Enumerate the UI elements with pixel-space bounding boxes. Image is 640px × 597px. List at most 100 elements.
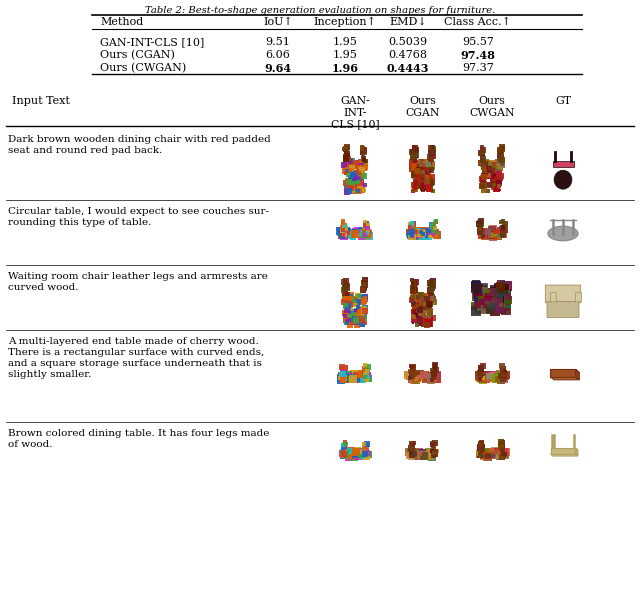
Point	[339, 289, 349, 298]
Point	[346, 318, 356, 327]
Point	[351, 296, 362, 306]
Point	[348, 373, 358, 382]
Point	[359, 284, 369, 293]
Point	[421, 293, 431, 302]
Point	[493, 451, 504, 461]
Point	[416, 315, 426, 325]
Point	[360, 180, 370, 190]
Point	[474, 304, 484, 314]
Point	[410, 449, 420, 458]
Point	[474, 451, 484, 460]
Point	[428, 441, 438, 450]
Point	[411, 447, 421, 457]
Point	[419, 300, 429, 309]
Point	[487, 160, 497, 170]
Point	[339, 291, 349, 300]
Point	[422, 226, 432, 236]
Point	[353, 179, 364, 189]
Point	[359, 297, 369, 307]
Point	[477, 362, 488, 372]
Point	[410, 449, 420, 458]
Point	[423, 294, 433, 303]
Point	[353, 302, 363, 312]
Point	[496, 149, 506, 159]
Point	[342, 370, 353, 380]
Point	[360, 292, 371, 301]
Point	[340, 283, 350, 293]
Point	[428, 368, 438, 378]
Point	[406, 447, 417, 457]
Point	[488, 161, 498, 171]
Point	[480, 302, 490, 312]
Point	[413, 167, 423, 177]
Point	[405, 450, 415, 459]
Point	[479, 282, 489, 292]
Point	[481, 168, 492, 177]
Point	[428, 220, 438, 230]
Point	[353, 227, 363, 237]
Point	[490, 229, 500, 239]
Point	[346, 185, 356, 195]
Point	[342, 157, 353, 167]
Point	[412, 226, 422, 236]
Point	[341, 297, 351, 306]
Point	[477, 370, 487, 379]
Point	[348, 291, 358, 301]
Point	[355, 292, 365, 301]
Point	[413, 229, 423, 239]
Point	[477, 438, 488, 448]
Point	[341, 142, 351, 152]
Point	[339, 226, 349, 235]
Point	[349, 297, 360, 306]
Point	[407, 152, 417, 161]
Point	[476, 440, 486, 450]
Point	[339, 164, 349, 173]
Point	[497, 361, 508, 371]
Point	[479, 227, 489, 236]
Point	[413, 372, 423, 381]
Point	[489, 180, 499, 189]
Point	[493, 450, 503, 459]
Point	[407, 160, 417, 170]
Point	[362, 365, 372, 375]
Point	[484, 169, 495, 179]
Point	[339, 364, 349, 374]
Point	[420, 371, 430, 380]
Point	[497, 442, 508, 451]
Point	[359, 298, 369, 308]
Point	[338, 229, 348, 239]
Point	[415, 304, 425, 314]
Point	[432, 370, 442, 379]
Point	[348, 230, 358, 239]
Point	[343, 316, 353, 325]
Point	[410, 307, 420, 316]
Point	[478, 451, 488, 461]
Point	[424, 164, 435, 173]
Point	[410, 449, 420, 458]
Point	[345, 446, 355, 456]
Point	[487, 450, 497, 459]
Polygon shape	[575, 370, 579, 380]
Point	[413, 175, 423, 184]
Point	[340, 149, 350, 159]
Point	[471, 283, 481, 293]
Point	[348, 374, 358, 383]
Point	[486, 226, 496, 236]
Point	[413, 292, 423, 301]
Point	[348, 317, 358, 327]
Point	[354, 293, 364, 303]
Point	[425, 301, 435, 311]
Point	[349, 452, 359, 461]
Point	[356, 159, 366, 169]
Point	[351, 299, 362, 309]
Point	[429, 451, 439, 461]
Point	[337, 229, 348, 238]
Point	[342, 287, 352, 296]
Point	[355, 229, 365, 239]
Point	[410, 306, 420, 316]
Point	[412, 448, 422, 457]
Point	[487, 167, 497, 176]
Point	[416, 316, 426, 326]
Point	[476, 220, 486, 229]
Point	[478, 152, 488, 161]
